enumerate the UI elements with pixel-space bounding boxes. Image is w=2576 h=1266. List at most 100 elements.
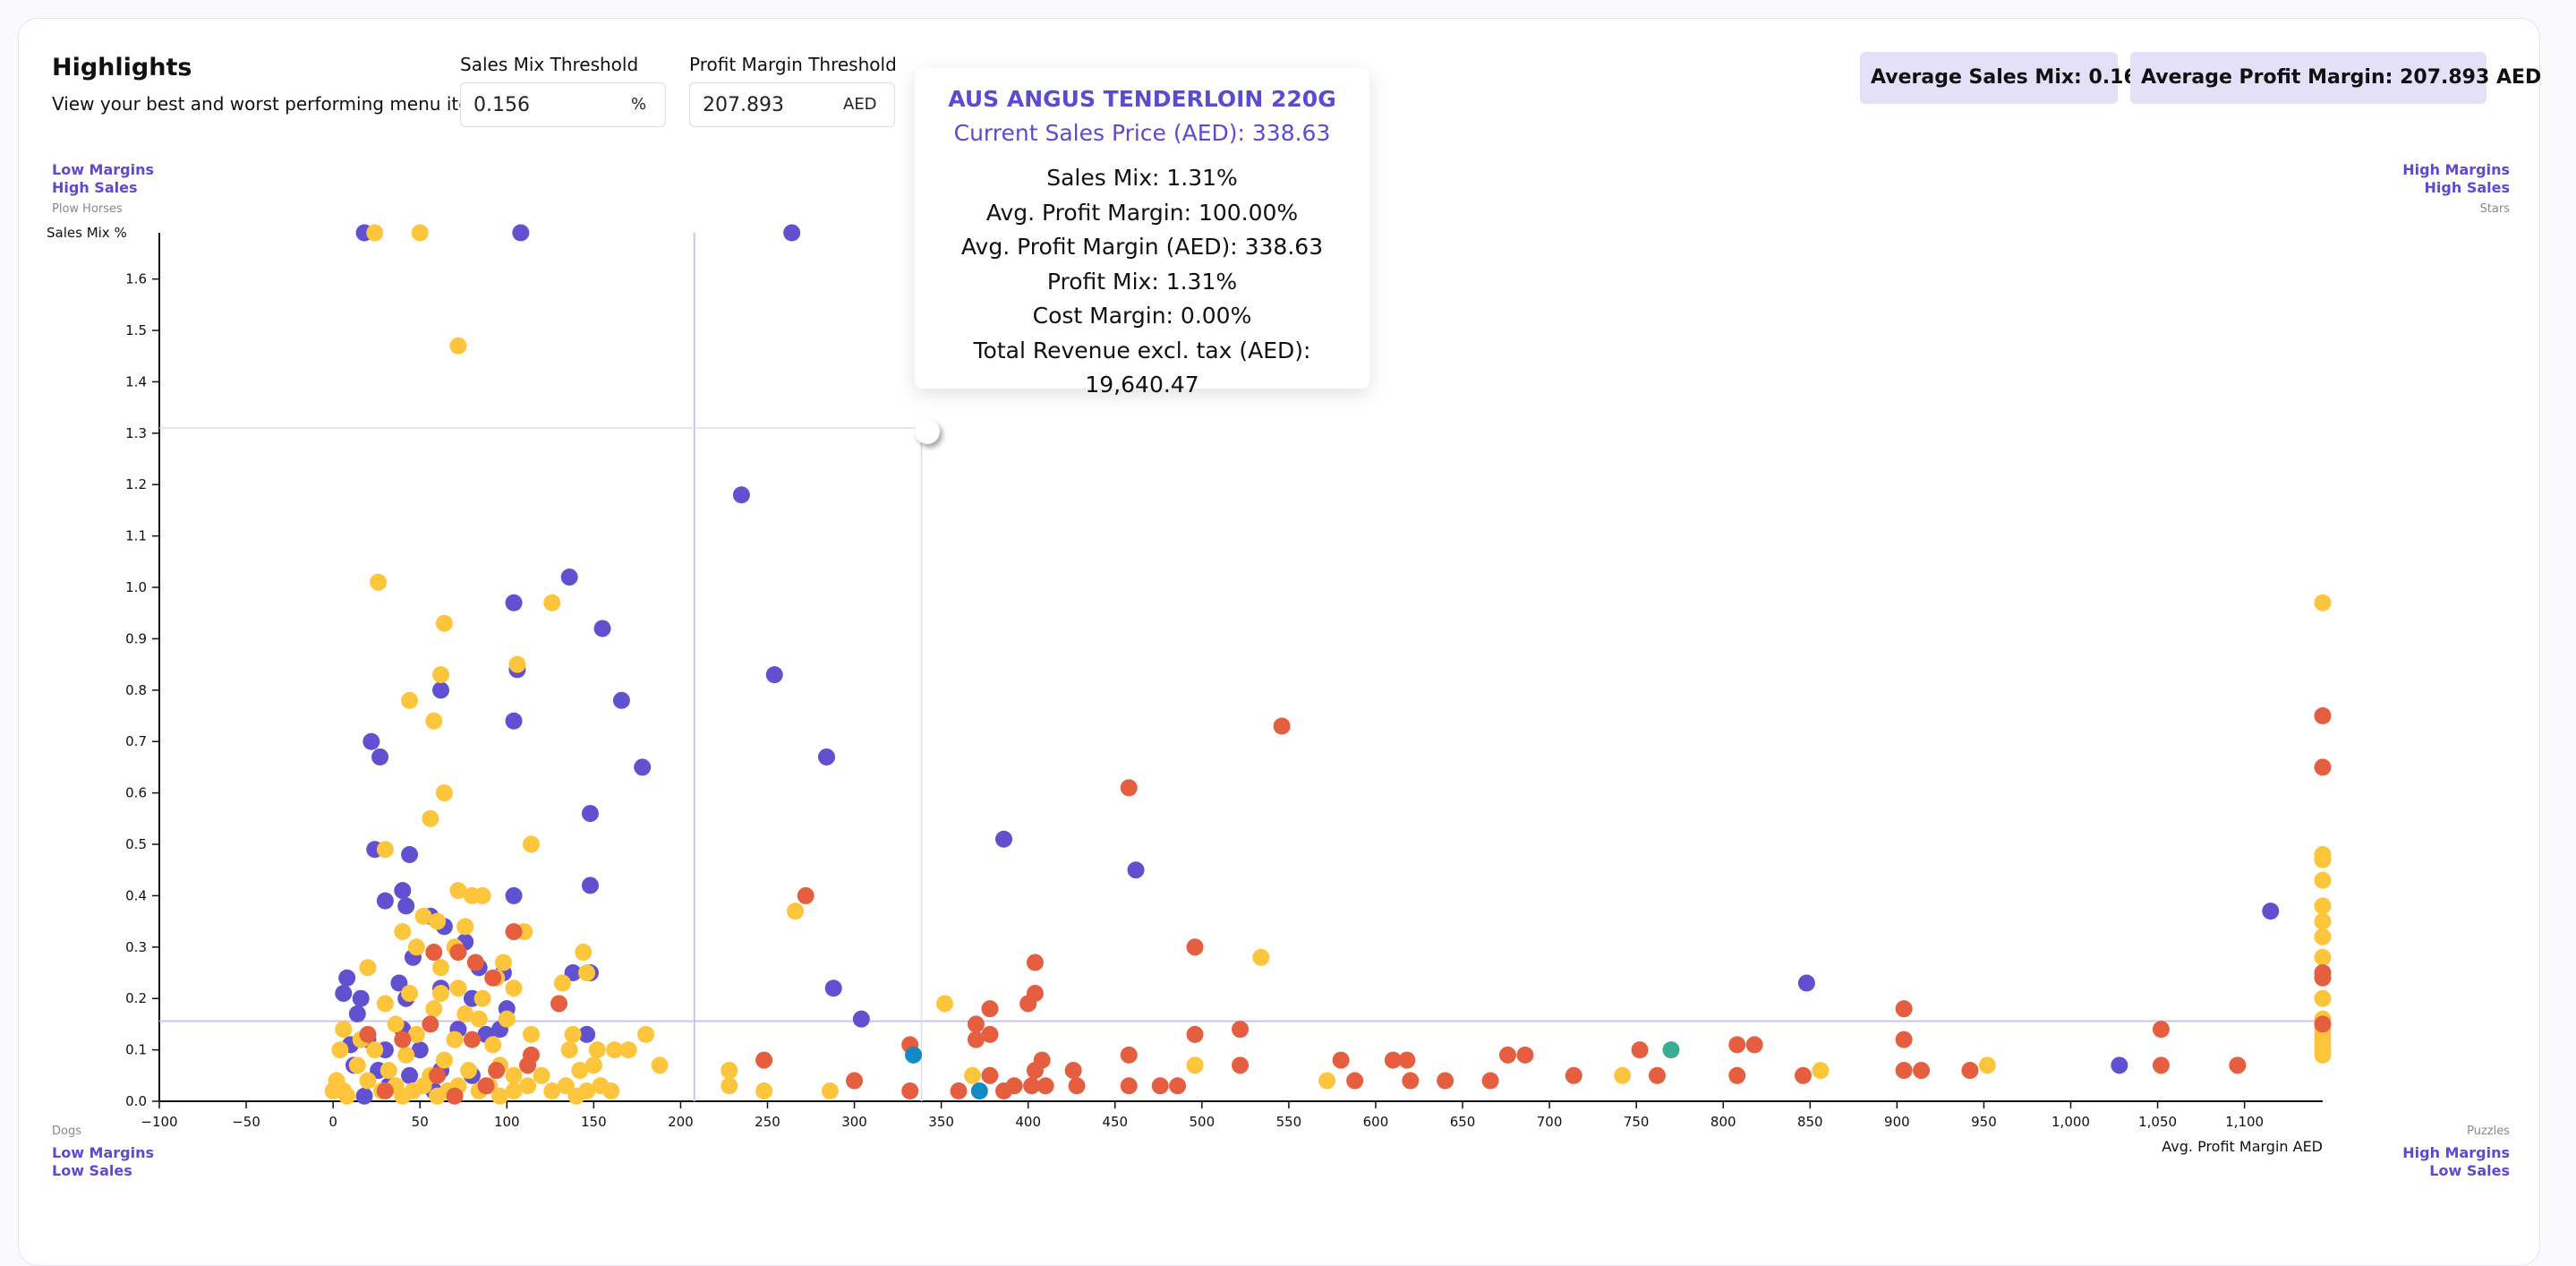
data-point-red [901,1082,919,1100]
data-point-red [1151,1077,1169,1095]
data-point-yellow [449,979,467,997]
data-point-yellow [505,979,523,997]
y-tick-label: 1.6 [125,271,147,287]
data-point-red [466,954,484,971]
data-point-yellow [543,594,561,612]
x-tick-label: 200 [668,1114,694,1130]
sales-mix-threshold-input[interactable] [473,90,608,119]
data-point-yellow [435,784,453,802]
page-subtitle: View your best and worst performing menu… [52,93,497,115]
data-point-red [425,944,443,962]
data-point-red [1273,717,1291,735]
data-point-yellow [1978,1056,1996,1074]
data-point-red [449,944,467,962]
data-point-yellow [425,712,443,730]
data-point-yellow [449,882,467,900]
x-tick-label: 800 [1710,1114,1736,1130]
data-point-yellow [432,666,450,684]
y-tick-label: 1.5 [125,322,147,338]
data-point-yellow [2314,912,2332,930]
data-point-yellow [446,1031,464,1048]
data-point-purple [1797,974,1815,992]
sales-mix-threshold-field[interactable]: % [460,82,666,127]
data-point-yellow [543,1082,561,1100]
y-tick-label: 0.1 [125,1042,147,1058]
data-point-purple [824,979,842,997]
data-point-yellow [338,1087,356,1105]
data-point-red [1895,1000,1913,1018]
data-point-purple [581,805,599,823]
data-point-purple [783,224,801,242]
data-point-purple [2111,1056,2128,1074]
data-point-yellow [787,902,805,920]
data-point-yellow [401,984,419,1002]
data-point-red [505,923,523,941]
data-point-red [1169,1077,1187,1095]
data-point-red [1019,995,1037,1013]
data-point-red [2314,707,2332,725]
data-point-yellow [370,573,388,591]
data-point-yellow [2314,594,2332,612]
y-tick-label: 0.2 [125,990,147,1006]
profit-margin-threshold-input[interactable] [703,90,837,119]
data-point-yellow [401,691,419,709]
x-tick-label: 300 [841,1114,867,1130]
x-axis-title: Avg. Profit Margin AED [2162,1138,2323,1155]
data-point-purple [348,1005,366,1022]
data-point-red [1795,1066,1813,1084]
data-point-purple [505,886,523,904]
y-tick-label: 0.7 [125,733,147,749]
data-point-red [1346,1072,1364,1090]
data-point-red [2229,1056,2247,1074]
data-point-purple [505,594,523,612]
data-point-red [981,1066,999,1084]
tooltip-price: Current Sales Price (AED): 338.63 [953,120,1331,146]
data-point-red [1064,1062,1082,1080]
data-point-red [1384,1051,1402,1069]
data-point-purple [581,877,599,894]
data-point-yellow [578,964,596,982]
data-point-yellow [567,1087,585,1105]
data-point-red [359,1025,377,1043]
data-point-yellow [557,1077,575,1095]
profit-margin-threshold-field[interactable]: AED [689,82,895,127]
data-point-yellow [348,1056,366,1074]
data-point-purple [376,892,394,910]
tooltip-cost-margin: Cost Margin: 0.00% [1032,303,1252,329]
data-point-yellow [359,959,377,977]
data-point-red [1565,1066,1582,1084]
data-point-yellow [553,974,571,992]
quadrant-top-right-label: High Margins High Sales [2402,161,2510,196]
data-point-red [550,995,568,1013]
data-point-red [1186,938,1204,956]
data-point-blue [970,1082,988,1100]
data-point-yellow [380,1062,397,1080]
data-point-yellow [387,1015,405,1033]
data-point-red [2314,969,2332,987]
data-point-yellow [432,959,450,977]
data-point-yellow [2314,948,2332,966]
sales-mix-threshold-label: Sales Mix Threshold [460,54,639,75]
data-point-yellow [460,1062,478,1080]
data-point-purple [390,974,408,992]
data-point-yellow [522,1025,540,1043]
data-point-red [967,1031,985,1048]
data-point-yellow [397,1046,415,1064]
data-point-red [1120,1046,1138,1064]
data-point-yellow [533,1066,550,1084]
data-point-yellow [2314,1046,2332,1064]
data-point-yellow [376,841,394,859]
item-tooltip: AUS ANGUS TENDERLOIN 220G Current Sales … [915,68,1369,398]
data-point-yellow [2314,871,2332,889]
x-tick-label: 150 [581,1114,607,1130]
data-point-purple [995,830,1013,848]
data-point-yellow [376,995,394,1013]
quadrant-dogs: Dogs [52,1125,81,1138]
data-point-yellow [366,1041,384,1059]
data-point-yellow [964,1066,982,1084]
data-point-red [1332,1051,1350,1069]
data-point-yellow [498,1010,516,1028]
data-point-red [1895,1062,1913,1080]
data-point-red [967,1015,985,1033]
y-tick-label: 0.8 [125,682,147,698]
